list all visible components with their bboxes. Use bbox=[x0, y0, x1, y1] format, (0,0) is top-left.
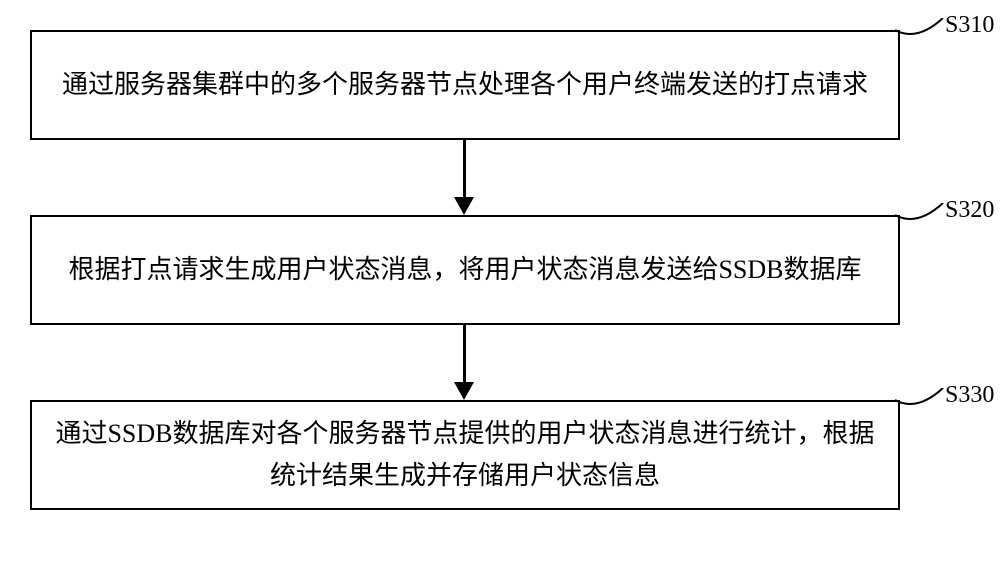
arrow-2-head bbox=[454, 382, 474, 400]
step-label-s310: S310 bbox=[945, 12, 994, 39]
step-box-s310: 通过服务器集群中的多个服务器节点处理各个用户终端发送的打点请求 bbox=[30, 30, 900, 140]
callout-s320 bbox=[895, 203, 950, 231]
step-label-s320: S320 bbox=[945, 197, 994, 224]
callout-s330 bbox=[895, 388, 950, 416]
step-box-s320: 根据打点请求生成用户状态消息，将用户状态消息发送给SSDB数据库 bbox=[30, 215, 900, 325]
callout-s310 bbox=[895, 18, 950, 46]
step-text-s310: 通过服务器集群中的多个服务器节点处理各个用户终端发送的打点请求 bbox=[62, 64, 868, 106]
step-text-s330: 通过SSDB数据库对各个服务器节点提供的用户状态消息进行统计，根据统计结果生成并… bbox=[52, 413, 878, 496]
arrow-1-head bbox=[454, 197, 474, 215]
step-box-s330: 通过SSDB数据库对各个服务器节点提供的用户状态消息进行统计，根据统计结果生成并… bbox=[30, 400, 900, 510]
step-label-s330: S330 bbox=[945, 382, 994, 409]
arrow-1-line bbox=[463, 140, 466, 197]
arrow-2-line bbox=[463, 325, 466, 382]
step-text-s320: 根据打点请求生成用户状态消息，将用户状态消息发送给SSDB数据库 bbox=[68, 249, 861, 291]
flowchart-canvas: 通过服务器集群中的多个服务器节点处理各个用户终端发送的打点请求 S310 根据打… bbox=[0, 0, 1000, 563]
